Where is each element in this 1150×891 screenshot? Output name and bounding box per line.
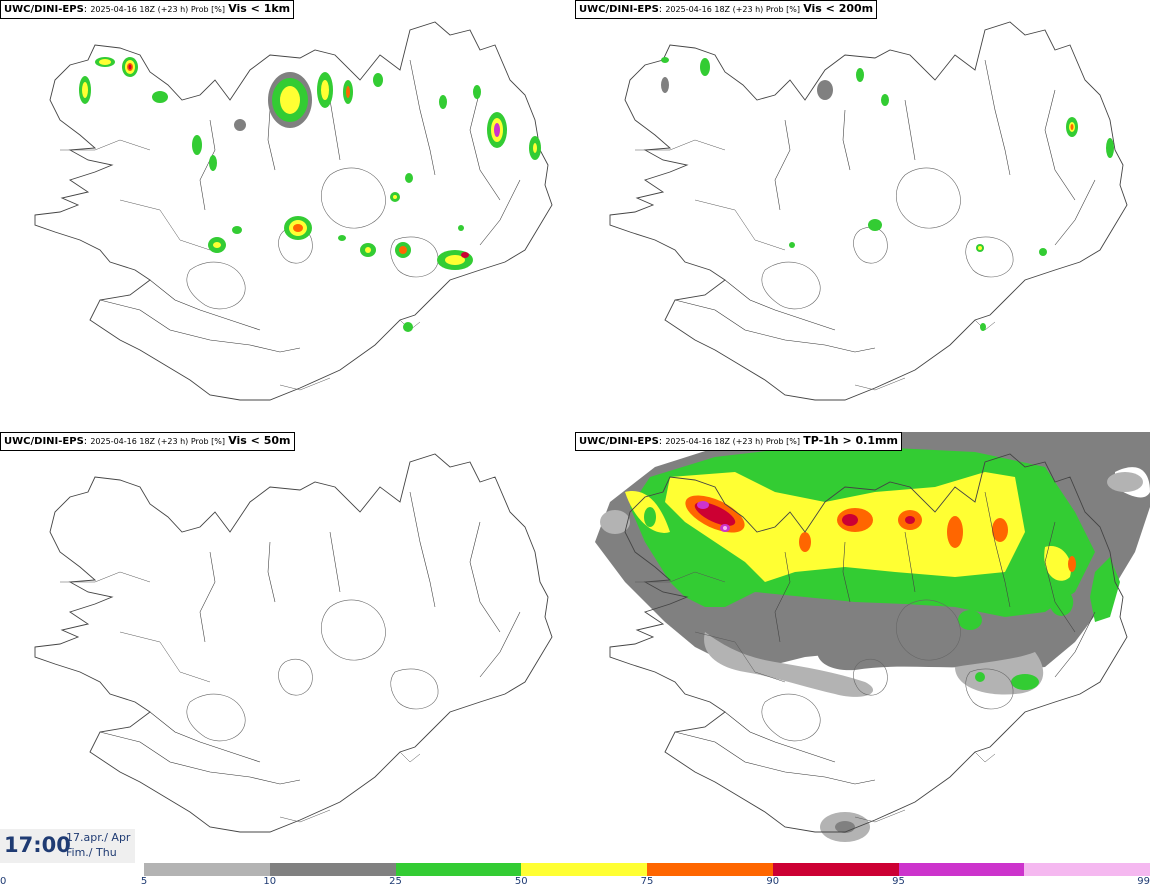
iceland-map-vis-200m xyxy=(609,21,1128,401)
run-info: 2025-04-16 18Z (+23 h) Prob [%] xyxy=(665,5,801,14)
iceland-map-vis-50m xyxy=(34,453,553,833)
colorbar-tick-label: 99 xyxy=(1137,876,1150,887)
map-panel-vis-50m: UWC/DINI-EPS: 2025-04-16 18Z (+23 h) Pro… xyxy=(0,432,575,864)
run-info: 2025-04-16 18Z (+23 h) Prob [%] xyxy=(665,437,801,446)
map-panel-precip: UWC/DINI-EPS: 2025-04-16 18Z (+23 h) Pro… xyxy=(575,432,1150,864)
valid-date-line1: 17.apr./ Apr xyxy=(66,831,131,844)
variable-name: TP-1h > 0.1mm xyxy=(803,434,898,447)
variable-name: Vis < 1km xyxy=(228,2,291,15)
colorbar-segment xyxy=(395,863,522,876)
colorbar-tick-label: 25 xyxy=(389,876,402,887)
colorbar-tick-label: 0 xyxy=(0,876,7,887)
panel-title: UWC/DINI-EPS: 2025-04-16 18Z (+23 h) Pro… xyxy=(0,0,295,19)
panel-title: UWC/DINI-EPS: 2025-04-16 18Z (+23 h) Pro… xyxy=(575,0,878,19)
colorbar-segment xyxy=(144,863,270,876)
model-name: UWC/DINI-EPS xyxy=(579,436,659,447)
model-name: UWC/DINI-EPS xyxy=(579,4,659,15)
map-panel-vis-200m: UWC/DINI-EPS: 2025-04-16 18Z (+23 h) Pro… xyxy=(575,0,1150,432)
valid-date-line2: Fim./ Thu xyxy=(66,846,117,859)
colorbar-tick-label: 75 xyxy=(640,876,654,887)
valid-time: 17:00 xyxy=(4,833,71,857)
model-name: UWC/DINI-EPS xyxy=(4,4,84,15)
colorbar-tick-label: 90 xyxy=(766,876,780,887)
iceland-map-precip xyxy=(595,432,1150,842)
run-info: 2025-04-16 18Z (+23 h) Prob [%] xyxy=(90,437,226,446)
model-name: UWC/DINI-EPS xyxy=(4,436,84,447)
colorbar-segment xyxy=(898,863,1025,876)
colorbar-segment xyxy=(269,863,396,876)
probability-blobs xyxy=(79,57,541,332)
colorbar-segment xyxy=(772,863,899,876)
run-info: 2025-04-16 18Z (+23 h) Prob [%] xyxy=(90,5,226,14)
map-panel-vis-1km: UWC/DINI-EPS: 2025-04-16 18Z (+23 h) Pro… xyxy=(0,0,575,432)
valid-time-box: 17:00 17.apr./ Apr Fim./ Thu xyxy=(0,829,135,863)
iceland-map-vis-1km xyxy=(34,21,553,401)
variable-name: Vis < 200m xyxy=(803,2,874,15)
colorbar-segment xyxy=(647,863,773,876)
colorbar-segment xyxy=(1024,863,1150,876)
colorbar-segment xyxy=(521,863,647,876)
colorbar-tick-label: 50 xyxy=(514,876,528,887)
panel-title: UWC/DINI-EPS: 2025-04-16 18Z (+23 h) Pro… xyxy=(575,432,902,451)
colorbar-tick-label: 10 xyxy=(263,876,277,887)
colorbar-tick-label: 95 xyxy=(892,876,905,887)
colorbar-tick-labels: 0 5 10 25 50 75 90 95 99 xyxy=(0,876,1150,891)
probability-colorbar xyxy=(144,863,1150,876)
panel-title: UWC/DINI-EPS: 2025-04-16 18Z (+23 h) Pro… xyxy=(0,432,295,451)
variable-name: Vis < 50m xyxy=(228,434,291,447)
probability-field xyxy=(595,432,1150,842)
colorbar-tick-label: 5 xyxy=(140,876,148,887)
probability-blobs xyxy=(661,57,1114,331)
